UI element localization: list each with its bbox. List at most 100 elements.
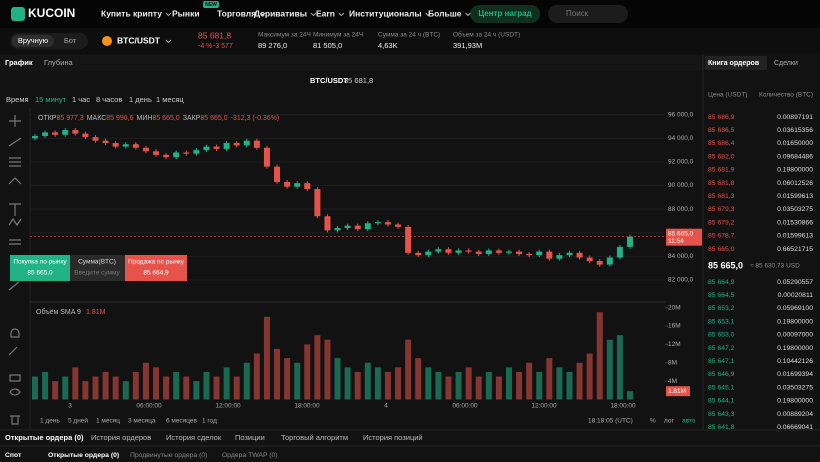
dropdown-caret xyxy=(310,12,317,17)
search-placeholder[interactable]: Поиск xyxy=(566,9,589,18)
volume-bar xyxy=(294,362,301,400)
volume-bar xyxy=(223,367,230,400)
nav-item[interactable]: Больше xyxy=(428,8,462,18)
candle xyxy=(435,249,442,252)
ohlc-label: МИН xyxy=(137,115,153,122)
candle xyxy=(72,130,79,134)
range-option[interactable]: 5 дней xyxy=(68,417,88,425)
y-tick-label: 82 000,0 xyxy=(668,277,694,284)
panel-tab[interactable]: График xyxy=(5,58,33,67)
book-price: 85 679,3 xyxy=(708,206,735,213)
active-tab[interactable] xyxy=(705,56,767,70)
bottom-tab[interactable]: Открытые ордера (0) xyxy=(5,433,84,442)
candle xyxy=(596,261,603,265)
book-price: 85 647,1 xyxy=(708,358,735,365)
amount-label: Сумма(BTC) xyxy=(78,259,116,266)
candle xyxy=(606,257,613,265)
candle xyxy=(485,250,492,254)
candle xyxy=(82,133,89,138)
bottom-subtab[interactable]: Продвинутые ордера (0) xyxy=(130,452,207,459)
range-option[interactable]: 3 месяца xyxy=(128,418,156,425)
x-tick-label: 12:00:00 xyxy=(531,403,557,410)
dropdown-caret xyxy=(259,12,266,17)
interval[interactable]: 1 час xyxy=(72,95,90,104)
interval[interactable]: 15 минут xyxy=(35,95,67,104)
volume-tick-label: 4M xyxy=(668,378,677,385)
nav-item[interactable]: Институционалы xyxy=(349,8,422,18)
bottom-subtab[interactable]: Спот xyxy=(5,452,22,459)
volume-bar xyxy=(556,367,563,400)
amount-input[interactable] xyxy=(70,255,125,281)
mode-option[interactable]: Вручную xyxy=(18,36,49,45)
logo[interactable]: KUCOIN xyxy=(28,6,75,20)
volume-bar xyxy=(334,358,341,400)
candle xyxy=(516,251,523,254)
buy-label[interactable]: Покупка по рынку xyxy=(13,259,67,266)
interval[interactable]: 1 месяц xyxy=(156,95,184,104)
candle xyxy=(132,144,139,148)
scale-option[interactable]: авто xyxy=(682,418,696,425)
book-qty: 0.19800000 xyxy=(777,318,813,325)
pair[interactable]: BTC/USDT xyxy=(117,35,161,45)
candle xyxy=(314,189,321,217)
volume-tick-label: 16M xyxy=(668,323,681,330)
rewards-label[interactable]: Центр наград xyxy=(478,9,531,18)
volume-bar xyxy=(586,353,593,400)
volume-bar xyxy=(122,381,129,400)
volume-bar xyxy=(576,362,583,400)
mode-active xyxy=(12,35,54,47)
scale-option[interactable]: % xyxy=(650,418,656,425)
range-option[interactable]: 1 день xyxy=(40,418,60,425)
range-option[interactable]: 1 месяц xyxy=(96,418,120,425)
volume-bar xyxy=(395,367,402,400)
volume-bar xyxy=(193,381,200,400)
book-qty: 0.00889204 xyxy=(777,411,813,418)
bottom-tab[interactable]: Торговый алгоритм xyxy=(281,433,348,442)
book-tab[interactable]: Сделки xyxy=(774,60,798,67)
bottom-tab[interactable]: История сделок xyxy=(166,433,222,442)
volume-bar xyxy=(173,371,180,400)
sell-label[interactable]: Продажа по рынку xyxy=(128,259,185,266)
x-tick-label: 06:00:00 xyxy=(136,403,162,410)
ohlc-value: 85 665,0 xyxy=(200,115,227,122)
volume-tick-label: 20M xyxy=(668,304,681,311)
y-tick-label: 96 000,0 xyxy=(668,111,694,118)
interval[interactable]: 8 часов xyxy=(96,95,122,104)
volume-bar xyxy=(304,344,311,400)
nav-item[interactable]: Рынки xyxy=(172,8,200,18)
bottom-subtab[interactable]: Ордера TWAP (0) xyxy=(222,452,278,459)
nav-item[interactable]: Купить крипту xyxy=(101,8,162,18)
bottom-subtab[interactable]: Открытые ордера (0) xyxy=(48,452,119,459)
volume-bar xyxy=(455,371,462,400)
mode-option[interactable]: Бот xyxy=(64,36,77,45)
book-price: 85 681,8 xyxy=(708,180,735,187)
bottom-tab[interactable]: Позиции xyxy=(235,433,265,442)
tab-row xyxy=(0,55,703,71)
sell-button[interactable] xyxy=(125,255,187,281)
volume-bar xyxy=(475,376,482,400)
bottom-tab[interactable]: История ордеров xyxy=(91,433,151,442)
nav-item[interactable]: Торговля xyxy=(217,8,256,18)
candle xyxy=(364,223,371,230)
volume-title: Объём SMA 9 xyxy=(36,308,81,316)
book-tab[interactable]: Книга ордеров xyxy=(708,60,760,67)
range-option[interactable]: 6 месяцев xyxy=(166,418,198,425)
bottom-tab[interactable]: История позиций xyxy=(363,433,423,442)
range-option[interactable]: 1 год xyxy=(202,418,217,425)
interval[interactable]: 1 день xyxy=(129,95,152,104)
nav-item[interactable]: Деривативы xyxy=(254,8,307,18)
volume-bar xyxy=(344,367,351,400)
scale-option[interactable]: лог xyxy=(664,418,674,425)
nav-bar xyxy=(0,0,820,28)
candle xyxy=(183,152,190,154)
candle xyxy=(616,246,623,258)
stat-value: 391,93M xyxy=(453,41,482,50)
nav-item[interactable]: Earn xyxy=(316,8,335,18)
panel-tab[interactable]: Глубина xyxy=(44,58,73,67)
buy-button[interactable] xyxy=(10,255,70,281)
search-box[interactable] xyxy=(548,5,628,23)
book-qty: 0.09684486 xyxy=(777,153,813,160)
new-badge: NEW xyxy=(205,2,217,8)
logo-icon[interactable] xyxy=(11,7,25,21)
rewards-button[interactable] xyxy=(470,5,540,23)
